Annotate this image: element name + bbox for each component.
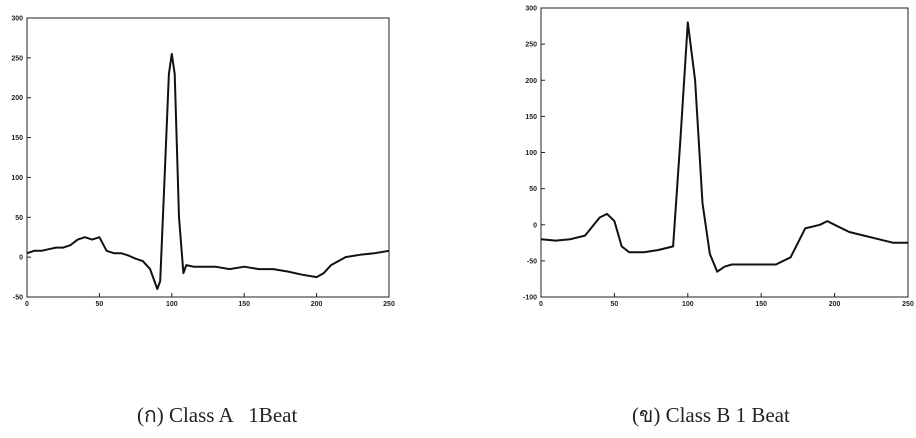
x-tick-label: 200 bbox=[829, 301, 841, 308]
y-tick-label: 50 bbox=[529, 186, 537, 193]
y-tick-label: 150 bbox=[11, 135, 23, 142]
x-tick-label: 50 bbox=[611, 301, 619, 308]
x-tick-label: 200 bbox=[311, 301, 323, 308]
plot-frame bbox=[27, 18, 389, 297]
y-tick-label: 100 bbox=[11, 175, 23, 182]
y-tick-label: 250 bbox=[11, 55, 23, 62]
y-tick-label: 250 bbox=[525, 42, 537, 49]
plot-frame bbox=[541, 8, 908, 297]
y-tick-label: 200 bbox=[525, 78, 537, 85]
y-tick-label: -100 bbox=[523, 295, 537, 302]
y-tick-label: 200 bbox=[11, 95, 23, 102]
y-tick-label: 0 bbox=[533, 222, 537, 229]
x-tick-label: 0 bbox=[25, 301, 29, 308]
caption: (ข) Class B 1 Beat bbox=[632, 403, 790, 427]
x-tick-label: 150 bbox=[755, 301, 767, 308]
x-tick-label: 150 bbox=[238, 301, 250, 308]
y-tick-label: 300 bbox=[11, 16, 23, 23]
x-tick-label: 250 bbox=[383, 301, 395, 308]
ecg-line bbox=[27, 54, 389, 289]
x-tick-label: 100 bbox=[682, 301, 694, 308]
x-tick-label: 0 bbox=[539, 301, 543, 308]
figure: -50050100150200250300050100150200250(ก) … bbox=[0, 0, 916, 438]
x-tick-label: 50 bbox=[96, 301, 104, 308]
x-tick-label: 250 bbox=[902, 301, 914, 308]
y-tick-label: 0 bbox=[19, 255, 23, 262]
y-tick-label: 150 bbox=[525, 114, 537, 121]
y-tick-label: 50 bbox=[15, 215, 23, 222]
y-tick-label: -50 bbox=[527, 258, 537, 265]
x-tick-label: 100 bbox=[166, 301, 178, 308]
y-tick-label: 100 bbox=[525, 150, 537, 157]
ecg-line bbox=[541, 22, 908, 271]
y-tick-label: -50 bbox=[13, 295, 23, 302]
y-tick-label: 300 bbox=[525, 6, 537, 13]
caption: (ก) Class A 1Beat bbox=[137, 403, 297, 427]
